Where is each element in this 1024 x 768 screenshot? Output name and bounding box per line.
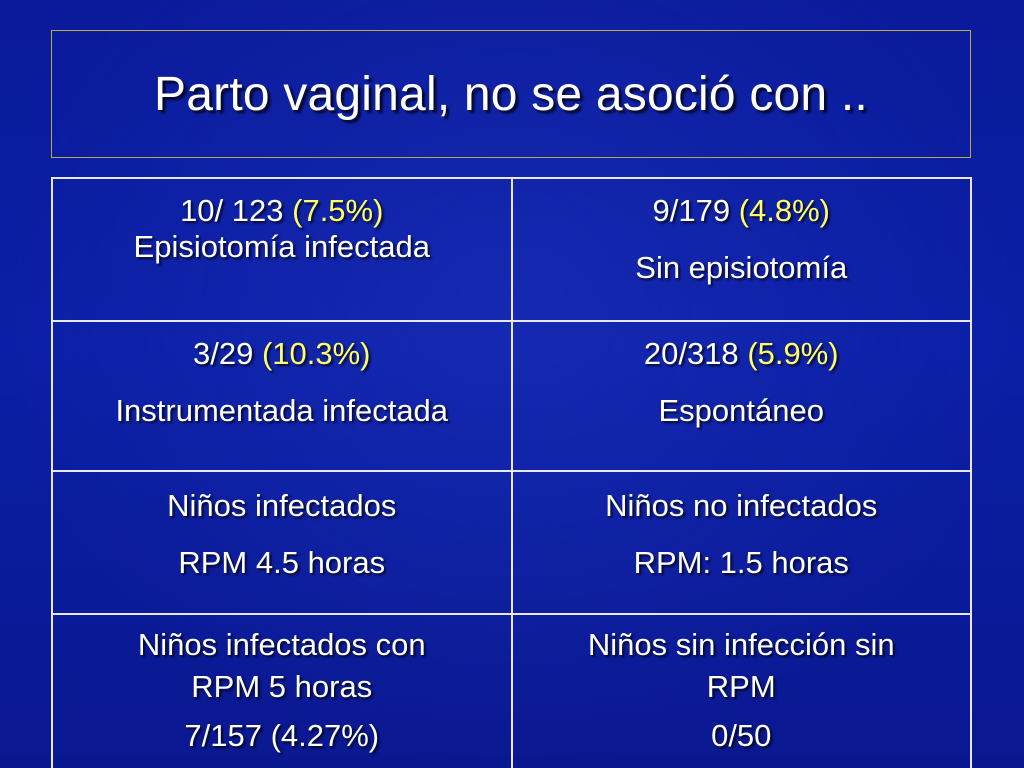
data-table: 10/ 123 (7.5%) Episiotomía infectada 9/1… [51,177,972,768]
cell-label: Instrumentada infectada [115,393,449,428]
cell-value: 3/29 [192,336,254,371]
table-cell-instrumentada-infectada: 3/29 (10.3%) Instrumentada infectada [51,320,513,472]
cell-label: Espontáneo [658,393,824,428]
cell-value-line: 9/179 (4.8%) [519,193,965,229]
table-row: 3/29 (10.3%) Instrumentada infectada 20/… [51,320,972,472]
table-cell-ninos-no-infectados: Niños no infectados RPM: 1.5 horas [510,470,972,615]
table-cell-ninos-infectados-rpm: Niños infectados con RPM 5 horas 7/157 (… [51,613,513,768]
table-row: Niños infectados con RPM 5 horas 7/157 (… [51,613,972,768]
cell-value: 10/ 123 [180,193,284,228]
cell-percent: (7.5%) [292,193,384,228]
table-row: Niños infectados RPM 4.5 horas Niños no … [51,470,972,615]
cell-line-3: 7/157 (4.27%) [184,718,380,753]
table-cell-ninos-sin-infeccion: Niños sin infección sin RPM 0/50 [510,613,972,768]
table-cell-espontaneo: 20/318 (5.9%) Espontáneo [510,320,972,472]
slide-title: Parto vaginal, no se asoció con .. [154,67,868,121]
cell-line-3: 0/50 [711,718,772,753]
cell-value-line: 3/29 (10.3%) [59,336,505,372]
cell-label: Sin episiotomía [635,250,848,285]
cell-value: 9/179 [652,193,731,228]
cell-percent: (10.3%) [261,336,371,371]
title-box: Parto vaginal, no se asoció con .. [51,30,971,158]
cell-line-1: Niños sin infección sin [587,627,895,662]
cell-line-2: RPM 4.5 horas [178,545,386,580]
table-row: 10/ 123 (7.5%) Episiotomía infectada 9/1… [51,177,972,322]
cell-value-line: 20/318 (5.9%) [519,336,965,372]
cell-line-1: Niños infectados con [137,627,426,662]
table-cell-sin-episiotomia: 9/179 (4.8%) Sin episiotomía [510,177,972,322]
cell-line-2: RPM [706,669,776,704]
cell-value: 20/318 [643,336,739,371]
cell-percent: (5.9%) [747,336,839,371]
table-cell-ninos-infectados: Niños infectados RPM 4.5 horas [51,470,513,615]
table-cell-episiotomia-infectada: 10/ 123 (7.5%) Episiotomía infectada [51,177,513,322]
cell-line-2: RPM 5 horas [191,669,373,704]
cell-line-1: Niños infectados [167,488,397,523]
cell-percent: (4.8%) [738,193,830,228]
cell-label: Episiotomía infectada [133,229,430,264]
cell-value-line: 10/ 123 (7.5%) [59,193,505,229]
cell-line-2: RPM: 1.5 horas [633,545,849,580]
cell-line-1: Niños no infectados [605,488,878,523]
